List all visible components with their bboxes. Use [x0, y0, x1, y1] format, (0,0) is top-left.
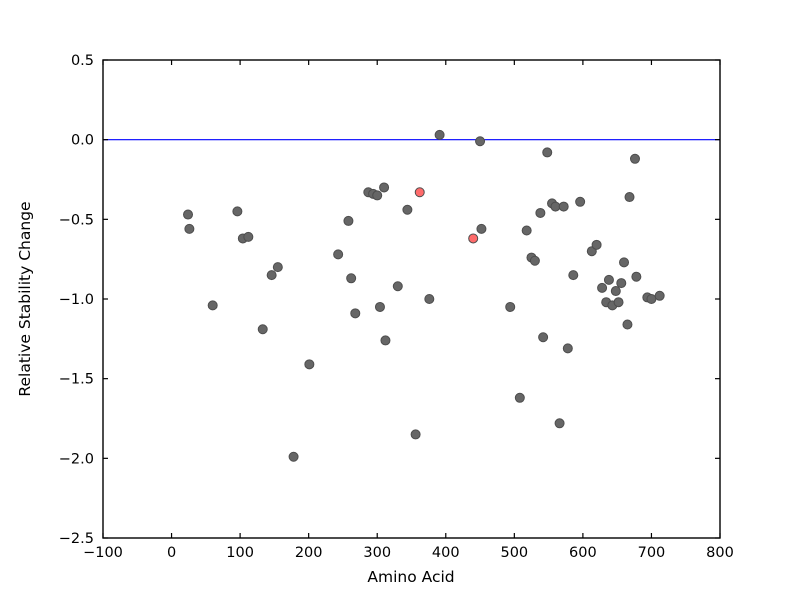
y-tick-label: −1.0: [59, 292, 94, 308]
data-point: [475, 136, 486, 147]
data-point: [414, 187, 425, 198]
data-point: [603, 274, 614, 285]
data-point: [646, 294, 657, 304]
data-point: [350, 308, 361, 319]
x-axis-tick-labels: −100 0 100 200 300 400 500 600 700 800: [83, 545, 734, 561]
data-point: [374, 301, 385, 312]
data-point: [550, 201, 561, 212]
y-tick-label: −2.0: [59, 451, 94, 467]
data-point: [654, 290, 665, 301]
y-axis-tick-labels: 0.5 0.0 −0.5 −1.0 −1.5 −2.0 −2.5: [59, 53, 94, 547]
y-tick-label: 0.0: [71, 133, 94, 149]
x-tick-label: −100: [83, 545, 123, 561]
y-axis-title: Relative Stability Change: [16, 201, 34, 396]
data-point: [207, 300, 218, 311]
y-axis-ticks: [103, 59, 720, 539]
data-point: [333, 249, 344, 260]
data-point: [610, 286, 621, 297]
data-point: [232, 206, 243, 217]
data-point: [629, 153, 640, 164]
data-point: [434, 129, 445, 140]
data-point: [575, 196, 586, 207]
data-point: [613, 297, 624, 308]
data-point: [591, 239, 602, 250]
data-point: [402, 204, 413, 215]
y-tick-label: −1.5: [59, 372, 94, 388]
data-point: [410, 429, 421, 440]
x-axis-ticks: [102, 60, 721, 538]
y-tick-label: −2.5: [59, 531, 94, 547]
data-point: [476, 223, 487, 234]
data-point: [424, 294, 435, 304]
data-point: [597, 282, 608, 293]
x-tick-label: 0: [167, 545, 176, 561]
x-tick-label: 500: [500, 545, 528, 561]
data-point: [392, 281, 403, 292]
data-point: [535, 207, 546, 218]
data-point: [521, 225, 532, 236]
x-tick-label: 100: [226, 545, 254, 561]
x-tick-label: 200: [295, 545, 323, 561]
data-point: [558, 201, 569, 212]
data-point: [562, 343, 573, 354]
x-tick-label: 300: [363, 545, 391, 561]
data-point: [184, 223, 195, 234]
data-point: [379, 182, 390, 193]
data-point: [304, 359, 315, 370]
data-points-group: [183, 129, 665, 462]
y-tick-label: −0.5: [59, 212, 94, 228]
data-point: [288, 451, 299, 462]
data-point: [266, 270, 277, 281]
data-point: [538, 332, 549, 343]
data-point: [343, 215, 354, 226]
data-point: [272, 262, 283, 273]
x-axis-title: Amino Acid: [367, 568, 454, 586]
data-point: [619, 257, 630, 268]
plot-area-background: [103, 60, 720, 538]
data-point: [380, 335, 391, 346]
data-point: [624, 192, 635, 203]
data-point: [514, 392, 525, 403]
data-point: [568, 270, 579, 281]
x-tick-label: 400: [432, 545, 460, 561]
data-point: [183, 209, 194, 220]
data-point: [372, 190, 383, 201]
data-point: [616, 278, 627, 289]
x-tick-label: 800: [706, 545, 734, 561]
data-point: [529, 255, 540, 266]
y-tick-label: 0.5: [71, 53, 94, 69]
data-point: [468, 233, 479, 244]
data-point: [243, 231, 254, 242]
data-point: [631, 271, 642, 282]
x-tick-label: 600: [569, 545, 597, 561]
data-point: [542, 147, 553, 158]
data-point: [346, 273, 357, 284]
data-point: [622, 319, 633, 330]
data-point: [554, 418, 565, 429]
x-tick-label: 700: [638, 545, 666, 561]
data-point: [505, 301, 516, 312]
data-point: [257, 324, 268, 335]
